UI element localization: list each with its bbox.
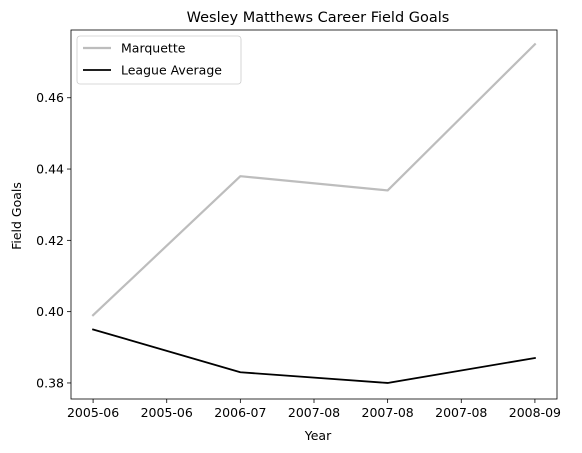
- series-line-league-average: [91, 328, 536, 384]
- x-tick-label: 2007-08: [288, 405, 340, 420]
- y-axis-label: Field Goals: [9, 182, 24, 250]
- legend: Marquette League Average: [76, 35, 242, 85]
- series-line-marquette: [91, 42, 537, 317]
- y-tick-label: 0.44: [36, 162, 64, 177]
- x-tick-label: 2005-06: [141, 405, 193, 420]
- plot-frame: [70, 29, 558, 400]
- y-tick-label: 0.38: [36, 375, 64, 390]
- y-tick-label: 0.42: [36, 233, 64, 248]
- legend-box: [76, 35, 242, 85]
- x-axis-label: Year: [304, 428, 332, 443]
- x-tick-label: 2005-06: [67, 405, 119, 420]
- chart-title: Wesley Matthews Career Field Goals: [187, 10, 450, 26]
- x-tick-label: 2006-07: [214, 405, 266, 420]
- y-tick-label: 0.46: [36, 90, 64, 105]
- x-tick-label: 2007-08: [362, 405, 414, 420]
- x-tick-label: 2007-08: [435, 405, 487, 420]
- x-tick-label: 2008-09: [509, 405, 561, 420]
- legend-label: Marquette: [121, 41, 186, 56]
- plot-area: 2005-06 2005-06 2006-07 2007-08 2007-08 2007-…: [36, 29, 561, 420]
- y-tick-label: 0.40: [36, 304, 64, 319]
- legend-label: League Average: [121, 63, 222, 78]
